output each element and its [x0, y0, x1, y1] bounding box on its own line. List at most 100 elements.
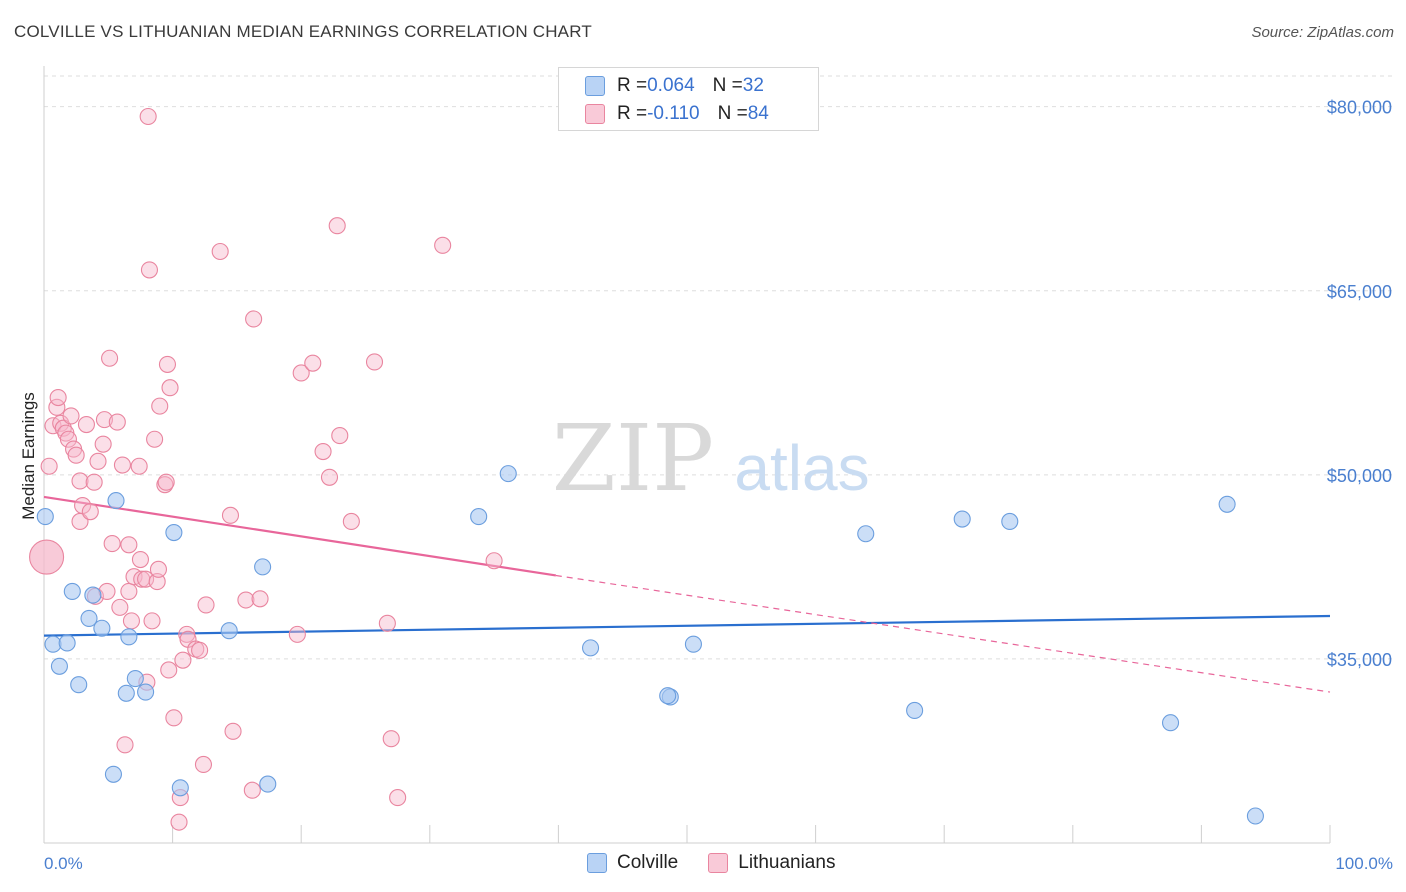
colville-point	[104, 765, 122, 783]
lithuanians-point	[94, 435, 112, 453]
colville-point	[44, 635, 62, 653]
colville-point	[70, 676, 88, 694]
legend-n-label: N =	[712, 75, 743, 96]
colville-point	[36, 508, 54, 526]
lithuanians-point	[485, 552, 503, 570]
lithuanians-point	[131, 550, 149, 569]
y-tick-label: $65,000	[1327, 282, 1392, 302]
y-tick-labels: $35,000 $50,000 $65,000 $80,000	[1327, 98, 1392, 670]
lithuanians-point	[108, 413, 126, 431]
colville-points	[36, 465, 1264, 825]
colville-point	[684, 635, 702, 653]
lithuanians-point	[120, 536, 138, 554]
lithuanians-point	[49, 388, 67, 407]
lithuanians-point	[331, 427, 349, 445]
lithuanians-swatch	[708, 853, 729, 873]
colville-point	[63, 582, 81, 600]
lithuanians-point	[148, 573, 166, 591]
colville-point	[1161, 714, 1180, 732]
lithuanians-point	[161, 379, 179, 397]
lithuanians-point	[29, 539, 65, 575]
colville-swatch	[585, 76, 605, 96]
lithuanians-point	[157, 473, 175, 491]
x-tick-label: 0.0%	[44, 854, 83, 873]
colville-point	[1246, 807, 1264, 825]
colville-point	[499, 465, 517, 483]
lithuanians-point	[165, 709, 183, 727]
colville-point	[254, 558, 272, 576]
legend-r-label: R =	[617, 75, 648, 96]
lithuanians-point	[139, 107, 157, 126]
colville-point	[93, 619, 111, 637]
lithuanians-point	[365, 353, 384, 371]
colville-point	[1001, 512, 1019, 531]
chart-title: COLVILLE VS LITHUANIAN MEDIAN EARNINGS C…	[14, 22, 592, 41]
y-tick-label: $35,000	[1327, 650, 1392, 670]
colville-point	[259, 775, 277, 793]
lithuanians-point	[62, 407, 80, 425]
series-legend: Colville Lithuanians	[587, 852, 865, 874]
lithuanians-point	[194, 755, 213, 774]
lithuanians-point	[143, 612, 161, 630]
lithuanians-point	[382, 730, 400, 748]
colville-point	[126, 670, 144, 688]
lithuanians-point	[120, 582, 138, 600]
lithuanians-point	[389, 789, 407, 807]
lithuanians-point	[245, 310, 263, 328]
colville-point	[659, 687, 677, 705]
lithuanians-point	[158, 355, 177, 373]
colville-point	[120, 628, 138, 646]
lithuanians-point	[251, 590, 269, 608]
legend-r-label: R =	[617, 103, 648, 124]
watermark-zip: ZIP	[552, 405, 714, 512]
colville-point	[581, 639, 600, 657]
legend-item-lithuanians: Lithuanians	[708, 852, 835, 874]
lithuanians-point	[224, 722, 242, 740]
lithuanians-point	[320, 468, 339, 486]
lithuanians-point	[40, 457, 58, 475]
lithuanians-point	[113, 456, 131, 474]
lithuanians-point	[342, 512, 360, 531]
lithuanians-point	[160, 661, 178, 679]
colville-point	[80, 609, 98, 627]
lithuanians-point	[211, 242, 229, 261]
lithuanians-point	[149, 560, 168, 578]
lithuanians-trend-line	[43, 495, 556, 577]
colville-point	[857, 525, 875, 543]
lithuanians-points	[29, 107, 503, 831]
legend-r-value: 0.064	[647, 75, 695, 96]
watermark-atlas: atlas	[734, 432, 869, 504]
lithuanians-point	[85, 473, 103, 491]
y-tick-label: $80,000	[1327, 98, 1392, 118]
colville-point	[50, 657, 68, 675]
lithuanians-point	[130, 457, 148, 475]
lithuanians-point	[197, 596, 215, 614]
legend-label: Colville	[617, 852, 679, 873]
colville-point	[470, 508, 488, 526]
lithuanians-point	[221, 506, 240, 524]
gridlines	[44, 75, 1392, 660]
source-label: Source: ZipAtlas.com	[1251, 24, 1394, 41]
lithuanians-point	[59, 430, 77, 448]
legend-row-lithuanians: R = -0.110 N = 84	[585, 102, 769, 126]
lithuanians-point	[174, 651, 192, 669]
lithuanians-point	[71, 472, 89, 490]
colville-point	[165, 523, 183, 542]
lithuanians-point	[292, 364, 310, 382]
lithuanians-point	[237, 591, 255, 609]
lithuanians-point	[288, 625, 306, 643]
colville-point	[953, 510, 971, 528]
lithuanians-point	[378, 614, 396, 632]
lithuanians-point	[304, 354, 322, 372]
lithuanians-point	[81, 503, 99, 521]
lithuanians-point	[191, 641, 209, 659]
lithuanians-trend-extension	[555, 574, 1331, 693]
lithuanians-point	[140, 261, 159, 279]
colville-swatch	[587, 853, 607, 873]
legend-label: Lithuanians	[738, 852, 836, 873]
colville-point	[58, 634, 76, 652]
legend-n-value: 84	[747, 103, 769, 124]
lithuanians-point	[54, 419, 72, 437]
lithuanians-point	[77, 415, 95, 434]
